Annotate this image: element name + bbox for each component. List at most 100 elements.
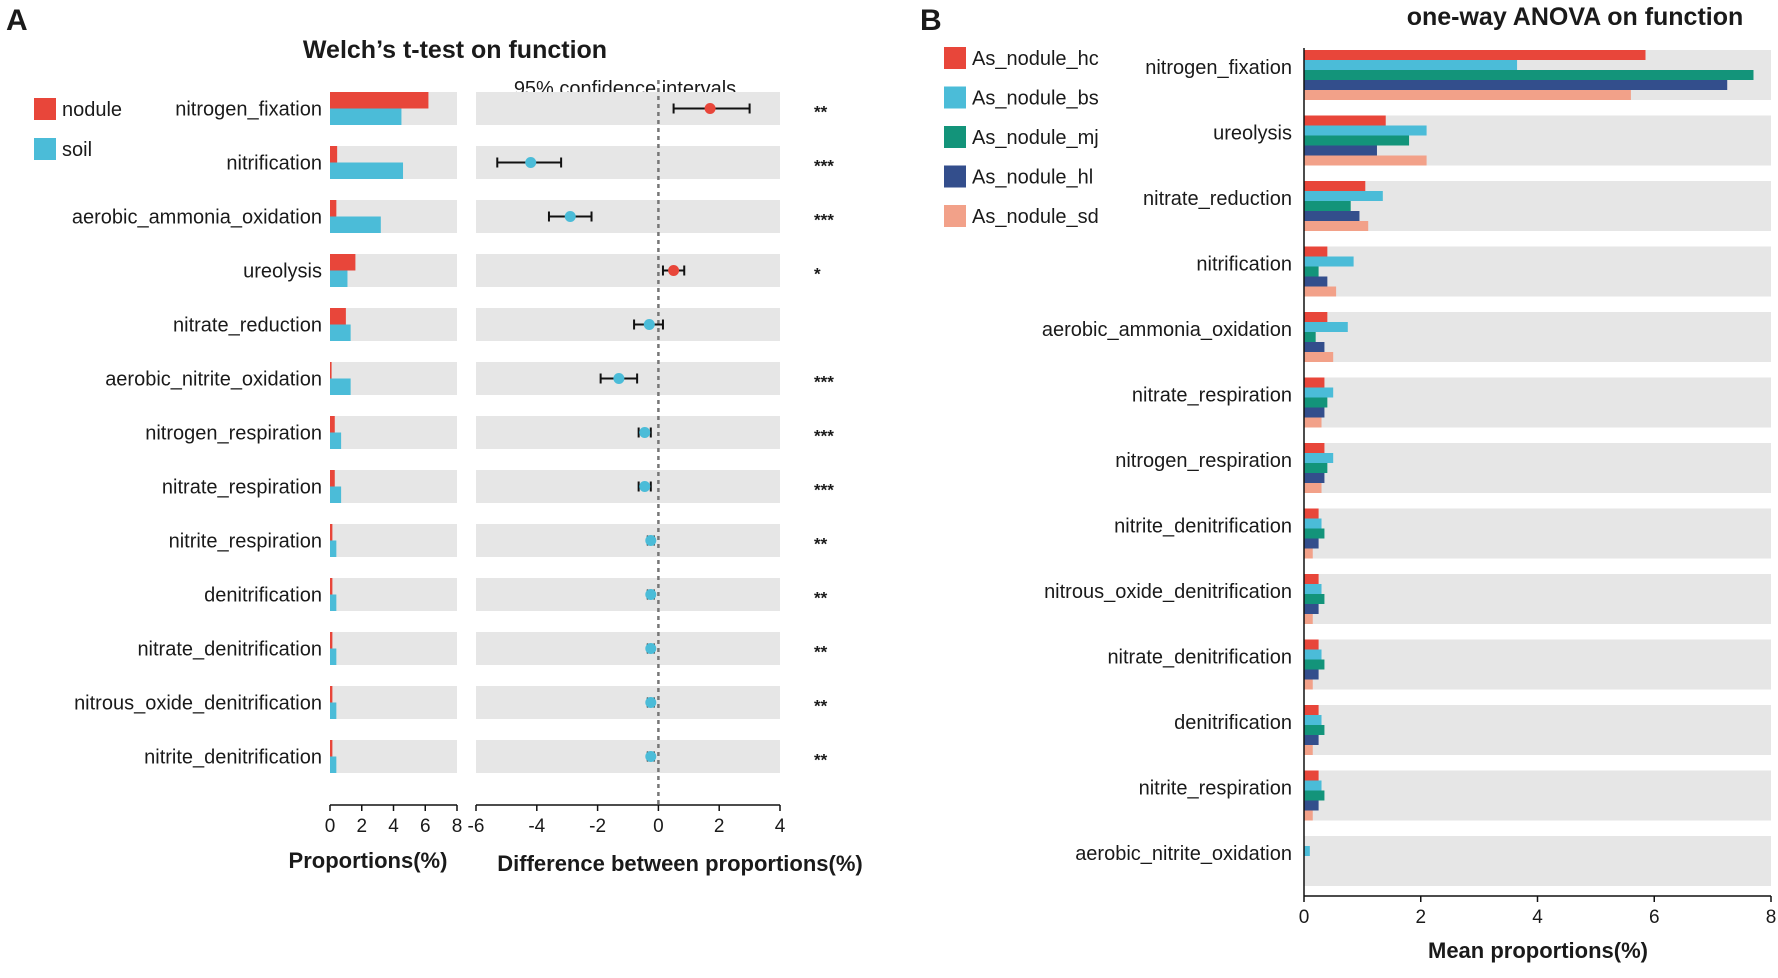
bar-As_nodule_hc	[1304, 574, 1319, 584]
anova-tick-label: 4	[1532, 907, 1543, 928]
bar-As_nodule_bs	[1304, 322, 1348, 332]
proportion-tick-label: 0	[325, 816, 336, 837]
significance-marks: ****************************	[814, 103, 834, 770]
anova-tick-label: 6	[1649, 907, 1660, 928]
significance-mark: **	[814, 751, 828, 770]
ci-point	[564, 211, 576, 222]
bar-soil	[330, 270, 348, 287]
bar-As_nodule_hc	[1304, 705, 1319, 715]
anova-band	[1304, 181, 1771, 231]
anova-band	[1304, 574, 1771, 624]
category-label: ureolysis	[243, 261, 322, 283]
category-label: denitrification	[204, 585, 322, 607]
proportion-bars	[330, 92, 429, 773]
legend-swatch-As_nodule_sd	[944, 205, 966, 227]
ci-band	[476, 578, 780, 611]
ci-band	[476, 632, 780, 665]
ci-band	[476, 686, 780, 719]
category-label: nitrite_denitrification	[144, 747, 322, 769]
difference-tick-label: -4	[528, 816, 545, 837]
bar-soil	[330, 756, 337, 773]
proportion-band	[330, 578, 457, 611]
legend-label-As_nodule_bs: As_nodule_bs	[972, 88, 1099, 110]
bar-As_nodule_sd	[1304, 810, 1313, 821]
difference-tick-label: 0	[653, 816, 664, 837]
bar-As_nodule_hc	[1304, 181, 1366, 191]
ci-band	[476, 740, 780, 773]
bar-As_nodule_mj	[1304, 70, 1754, 80]
bar-As_nodule_bs	[1304, 256, 1354, 267]
ci-point	[639, 481, 651, 492]
bar-As_nodule_hc	[1304, 770, 1319, 781]
bar-soil	[330, 486, 342, 503]
anova-axis: 0 2 4 6 8	[1299, 48, 1776, 928]
bar-As_nodule_sd	[1304, 155, 1427, 166]
bar-As_nodule_hl	[1304, 80, 1728, 90]
proportion-band	[330, 524, 457, 557]
significance-mark: ***	[814, 373, 834, 392]
legend-label-nodule: nodule	[62, 99, 122, 121]
bar-As_nodule_hl	[1304, 669, 1319, 680]
bar-soil	[330, 702, 337, 719]
significance-mark: **	[814, 103, 828, 122]
difference-tick-label: -6	[468, 816, 485, 837]
proportion-tick-label: 6	[420, 816, 431, 837]
panel-a-title: Welch’s t-test on function	[303, 36, 607, 64]
category-label: nitrous_oxide_denitrification	[74, 693, 322, 715]
category-label: aerobic_ammonia_oxidation	[72, 207, 322, 229]
bar-As_nodule_sd	[1304, 221, 1369, 231]
bar-nodule	[330, 632, 333, 649]
category-label: aerobic_ammonia_oxidation	[1042, 319, 1292, 341]
proportion-tick-label: 2	[356, 816, 367, 837]
panel-b-label: B	[920, 4, 942, 37]
bar-soil	[330, 648, 337, 665]
bar-nodule	[330, 308, 346, 325]
ci-bands	[476, 92, 780, 773]
proportion-tick-label: 8	[452, 816, 463, 837]
category-label: nitrification	[1196, 254, 1292, 276]
ci-band	[476, 308, 780, 341]
proportion-band	[330, 416, 457, 449]
bar-As_nodule_bs	[1304, 387, 1334, 398]
bar-nodule	[330, 686, 333, 703]
legend-swatch-As_nodule_mj	[944, 126, 966, 148]
proportion-tick-label: 4	[388, 816, 399, 837]
panel-b: B one-way ANOVA on function 0 2 4 6 8 nitrog…	[920, 3, 1776, 963]
bar-As_nodule_bs	[1304, 846, 1310, 856]
bar-nodule	[330, 416, 335, 433]
ci-marks	[496, 103, 751, 762]
legend-a: nodule soil	[34, 98, 122, 161]
anova-band	[1304, 508, 1771, 559]
significance-mark: ***	[814, 481, 834, 500]
legend-label-As_nodule_mj: As_nodule_mj	[972, 127, 1099, 149]
ci-band	[476, 524, 780, 557]
bar-As_nodule_hc	[1304, 246, 1328, 257]
ci-point	[645, 643, 657, 654]
ci-point	[704, 103, 716, 114]
legend-label-As_nodule_hc: As_nodule_hc	[972, 48, 1099, 70]
bar-soil	[330, 594, 337, 611]
bar-nodule	[330, 470, 335, 487]
significance-mark: *	[814, 265, 821, 284]
anova-band	[1304, 836, 1771, 886]
category-label: nitrate_respiration	[1132, 385, 1292, 407]
bar-As_nodule_hc	[1304, 50, 1646, 60]
bar-As_nodule_mj	[1304, 201, 1351, 211]
bar-As_nodule_sd	[1304, 483, 1322, 493]
significance-mark: **	[814, 589, 828, 608]
bar-soil	[330, 432, 342, 449]
anova-band	[1304, 246, 1771, 297]
bar-As_nodule_hc	[1304, 508, 1319, 519]
ci-point	[645, 697, 657, 708]
bar-As_nodule_hl	[1304, 211, 1360, 221]
bar-As_nodule_hl	[1304, 276, 1328, 287]
bar-soil	[330, 324, 351, 341]
bar-As_nodule_sd	[1304, 679, 1313, 690]
difference-tick-label: 4	[775, 816, 786, 837]
significance-mark: **	[814, 643, 828, 662]
ci-point	[645, 589, 657, 600]
anova-band	[1304, 705, 1771, 755]
panel-b-title: one-way ANOVA on function	[1407, 3, 1744, 31]
